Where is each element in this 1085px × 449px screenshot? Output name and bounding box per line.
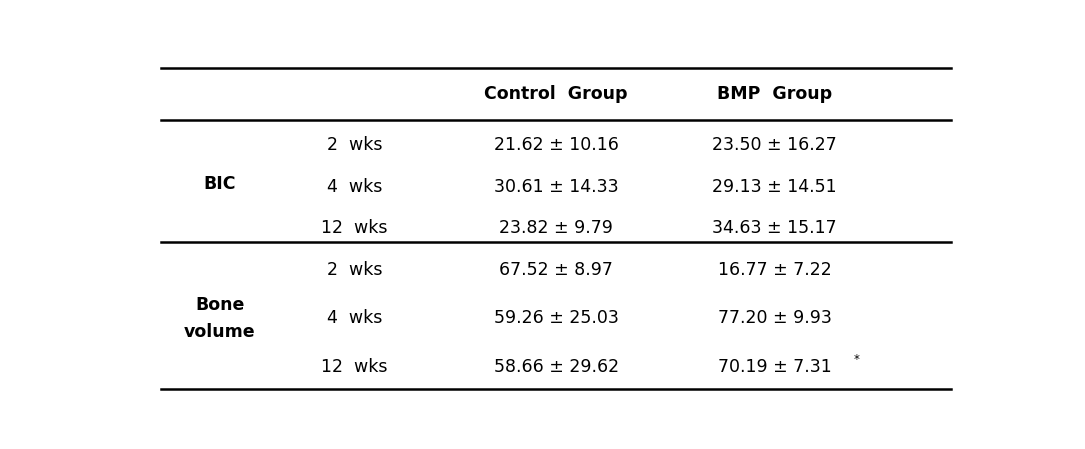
- Text: 29.13 ± 14.51: 29.13 ± 14.51: [713, 178, 837, 196]
- Text: 2  wks: 2 wks: [327, 261, 382, 279]
- Text: 4  wks: 4 wks: [327, 309, 382, 327]
- Text: 70.19 ± 7.31: 70.19 ± 7.31: [718, 358, 831, 376]
- Text: 23.50 ± 16.27: 23.50 ± 16.27: [713, 136, 837, 154]
- Text: BMP  Group: BMP Group: [717, 85, 832, 103]
- Text: 34.63 ± 15.17: 34.63 ± 15.17: [713, 220, 837, 238]
- Text: 30.61 ± 14.33: 30.61 ± 14.33: [494, 178, 618, 196]
- Text: *: *: [854, 352, 859, 365]
- Text: 23.82 ± 9.79: 23.82 ± 9.79: [499, 220, 613, 238]
- Text: 21.62 ± 10.16: 21.62 ± 10.16: [494, 136, 618, 154]
- Text: 4  wks: 4 wks: [327, 178, 382, 196]
- Text: 77.20 ± 9.93: 77.20 ± 9.93: [718, 309, 831, 327]
- Text: 59.26 ± 25.03: 59.26 ± 25.03: [494, 309, 618, 327]
- Text: 58.66 ± 29.62: 58.66 ± 29.62: [494, 358, 618, 376]
- Text: Control  Group: Control Group: [484, 85, 628, 103]
- Text: Bone
volume: Bone volume: [183, 296, 256, 340]
- Text: 16.77 ± 7.22: 16.77 ± 7.22: [718, 261, 831, 279]
- Text: 12  wks: 12 wks: [321, 220, 387, 238]
- Text: 2  wks: 2 wks: [327, 136, 382, 154]
- Text: 67.52 ± 8.97: 67.52 ± 8.97: [499, 261, 613, 279]
- Text: BIC: BIC: [204, 175, 235, 193]
- Text: 12  wks: 12 wks: [321, 358, 387, 376]
